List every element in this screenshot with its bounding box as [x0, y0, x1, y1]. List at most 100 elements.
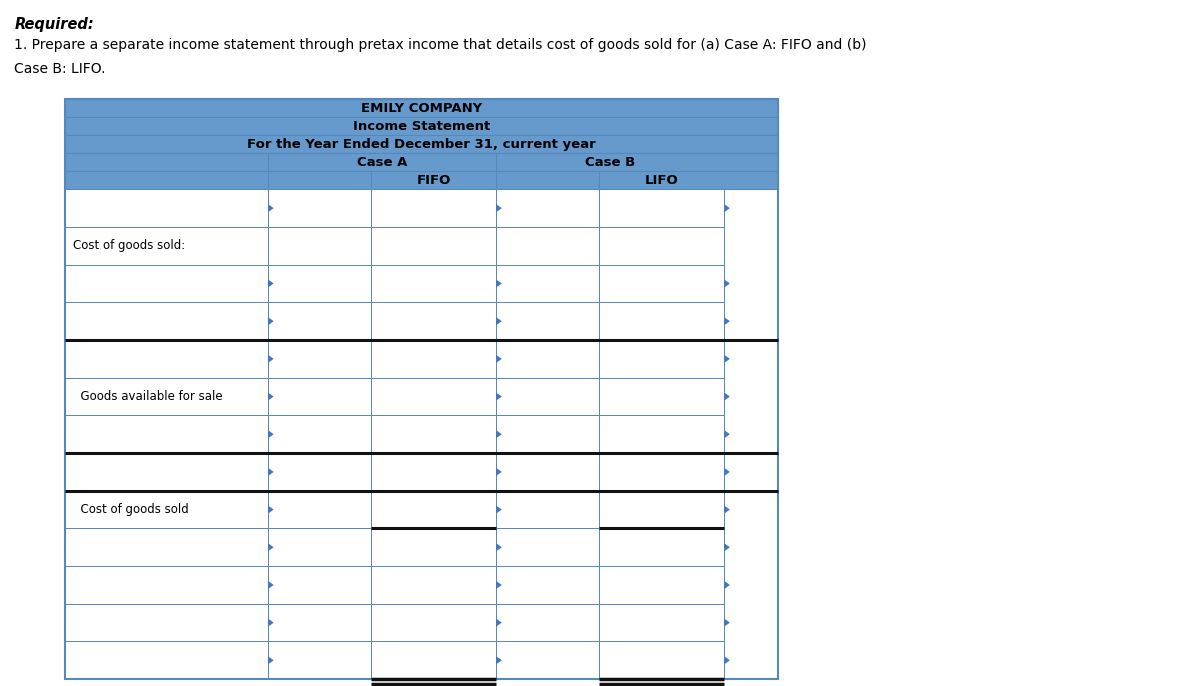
- Bar: [65, 172, 778, 189]
- Bar: [371, 528, 496, 566]
- Bar: [268, 641, 371, 679]
- Polygon shape: [724, 355, 730, 363]
- Bar: [496, 416, 599, 453]
- Bar: [65, 453, 268, 490]
- Polygon shape: [724, 657, 730, 665]
- Bar: [65, 303, 268, 340]
- Bar: [268, 378, 371, 416]
- Bar: [496, 490, 599, 528]
- Text: Goods available for sale: Goods available for sale: [73, 390, 223, 403]
- Text: Required:: Required:: [14, 17, 94, 32]
- Bar: [268, 189, 371, 227]
- Polygon shape: [496, 506, 502, 514]
- Bar: [496, 378, 599, 416]
- Bar: [268, 566, 371, 604]
- Bar: [65, 135, 778, 154]
- Bar: [65, 265, 268, 303]
- Bar: [599, 227, 724, 265]
- Text: For the Year Ended December 31, current year: For the Year Ended December 31, current …: [247, 138, 595, 151]
- Polygon shape: [496, 430, 502, 438]
- Text: Case B: LIFO.: Case B: LIFO.: [14, 62, 106, 75]
- Polygon shape: [496, 204, 502, 212]
- Bar: [496, 189, 599, 227]
- Polygon shape: [724, 506, 730, 514]
- Polygon shape: [496, 392, 502, 401]
- Bar: [268, 303, 371, 340]
- Bar: [65, 528, 268, 566]
- Bar: [65, 340, 268, 378]
- Bar: [268, 528, 371, 566]
- Polygon shape: [268, 581, 274, 589]
- Bar: [371, 490, 496, 528]
- Bar: [65, 227, 268, 265]
- Polygon shape: [724, 468, 730, 476]
- Bar: [65, 189, 268, 227]
- Polygon shape: [724, 204, 730, 212]
- Polygon shape: [268, 619, 274, 627]
- Polygon shape: [496, 657, 502, 665]
- Bar: [496, 566, 599, 604]
- Text: FIFO: FIFO: [416, 174, 451, 187]
- Bar: [65, 99, 778, 679]
- Bar: [599, 265, 724, 303]
- Polygon shape: [268, 355, 274, 363]
- Bar: [371, 189, 496, 227]
- Text: Case A: Case A: [356, 156, 407, 169]
- Bar: [496, 303, 599, 340]
- Bar: [371, 265, 496, 303]
- Text: Income Statement: Income Statement: [353, 120, 490, 133]
- Text: Case B: Case B: [584, 156, 635, 169]
- Bar: [371, 566, 496, 604]
- Polygon shape: [496, 543, 502, 552]
- Text: EMILY COMPANY: EMILY COMPANY: [360, 102, 482, 115]
- Bar: [371, 453, 496, 490]
- Bar: [371, 227, 496, 265]
- Polygon shape: [268, 506, 274, 514]
- Bar: [268, 604, 371, 641]
- Polygon shape: [724, 619, 730, 627]
- Bar: [268, 265, 371, 303]
- Bar: [599, 453, 724, 490]
- Bar: [496, 604, 599, 641]
- Bar: [65, 604, 268, 641]
- Polygon shape: [268, 392, 274, 401]
- Polygon shape: [496, 468, 502, 476]
- Polygon shape: [496, 619, 502, 627]
- Polygon shape: [268, 204, 274, 212]
- Text: LIFO: LIFO: [644, 174, 679, 187]
- Bar: [65, 154, 778, 172]
- Bar: [599, 303, 724, 340]
- Bar: [599, 528, 724, 566]
- Bar: [496, 641, 599, 679]
- Text: Cost of goods sold: Cost of goods sold: [73, 503, 188, 516]
- Bar: [496, 265, 599, 303]
- Bar: [65, 566, 268, 604]
- Polygon shape: [724, 279, 730, 287]
- Bar: [371, 378, 496, 416]
- Bar: [599, 641, 724, 679]
- Polygon shape: [268, 279, 274, 287]
- Bar: [599, 340, 724, 378]
- Polygon shape: [268, 317, 274, 325]
- Text: 1. Prepare a separate income statement through pretax income that details cost o: 1. Prepare a separate income statement t…: [14, 38, 866, 51]
- Bar: [371, 604, 496, 641]
- Polygon shape: [268, 657, 274, 665]
- Polygon shape: [496, 279, 502, 287]
- Bar: [65, 416, 268, 453]
- Bar: [599, 189, 724, 227]
- Bar: [268, 453, 371, 490]
- Bar: [496, 227, 599, 265]
- Polygon shape: [724, 543, 730, 552]
- Bar: [496, 453, 599, 490]
- Bar: [268, 340, 371, 378]
- Bar: [599, 490, 724, 528]
- Polygon shape: [268, 543, 274, 552]
- Polygon shape: [496, 355, 502, 363]
- Polygon shape: [268, 468, 274, 476]
- Polygon shape: [496, 581, 502, 589]
- Bar: [65, 117, 778, 135]
- Polygon shape: [268, 430, 274, 438]
- Bar: [65, 99, 778, 117]
- Bar: [268, 227, 371, 265]
- Bar: [268, 416, 371, 453]
